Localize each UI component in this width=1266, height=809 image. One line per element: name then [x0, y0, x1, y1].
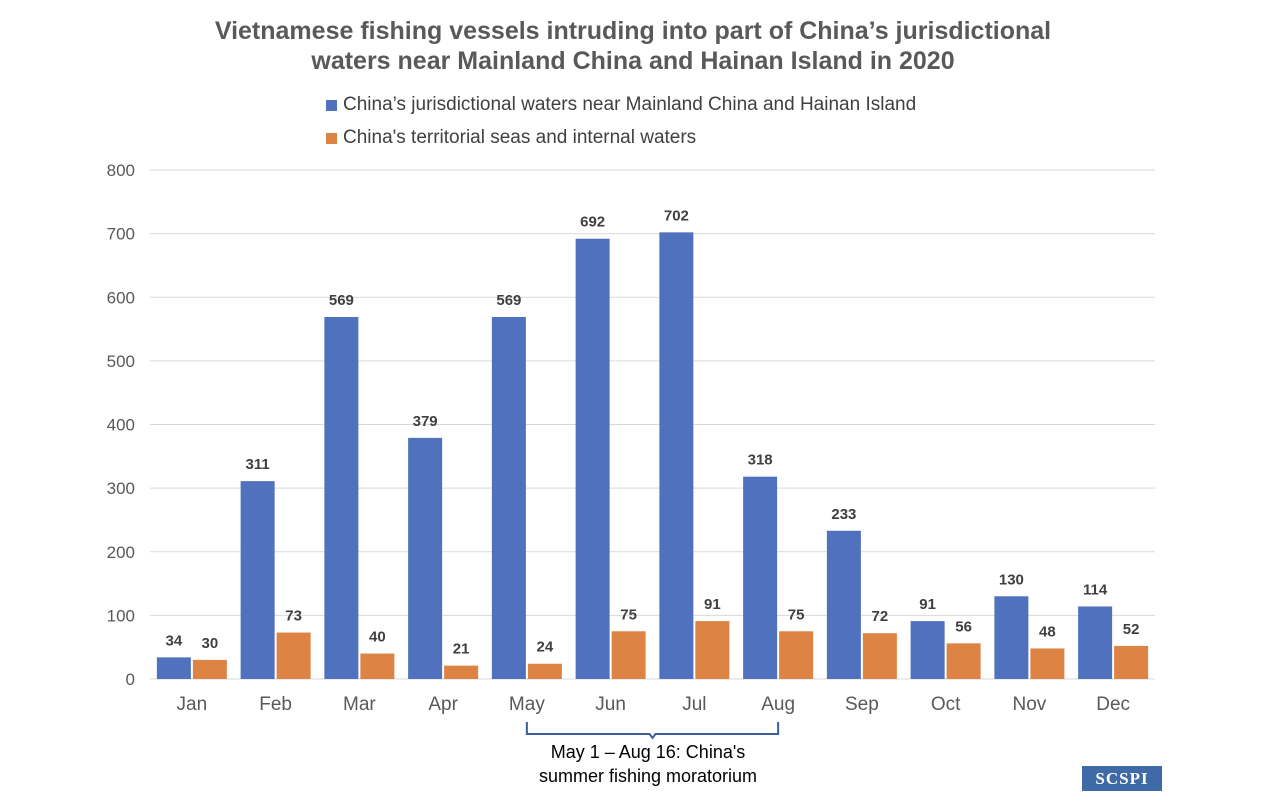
title-line-1: Vietnamese fishing vessels intruding int… [214, 17, 1052, 45]
annotation-line-2: summer fishing moratorium [538, 766, 758, 786]
bar-territorial-jun [611, 631, 646, 679]
chart-title: Vietnamese fishing vessels intruding int… [0, 16, 1266, 76]
data-label-jurisdictional-sep: 233 [831, 506, 856, 523]
bar-jurisdictional-jan [156, 657, 191, 679]
y-tick-label-700: 700 [107, 225, 135, 244]
data-label-territorial-mar: 40 [369, 629, 386, 646]
data-label-jurisdictional-feb: 311 [246, 456, 270, 473]
legend-entry-territorial: China's territorial seas and internal wa… [326, 127, 696, 149]
legend-swatch-orange [326, 132, 337, 144]
data-label-jurisdictional-dec: 114 [1083, 581, 1108, 598]
x-tick-label-jul: Jul [682, 694, 706, 715]
x-tick-label-mar: Mar [343, 694, 376, 715]
y-tick-label-500: 500 [107, 352, 135, 371]
bar-territorial-sep [862, 633, 897, 679]
x-tick-label-jan: Jan [177, 694, 208, 715]
data-label-jurisdictional-oct: 91 [919, 596, 936, 613]
y-tick-label-0: 0 [126, 670, 135, 689]
x-tick-label-aug: Aug [761, 694, 795, 715]
data-label-jurisdictional-mar: 569 [329, 292, 354, 309]
bar-jurisdictional-feb [240, 481, 275, 679]
bar-jurisdictional-apr [408, 437, 443, 679]
bar-jurisdictional-oct [910, 621, 945, 679]
bar-jurisdictional-mar [324, 316, 359, 679]
bar-territorial-oct [946, 643, 981, 679]
data-label-territorial-may: 24 [537, 639, 554, 656]
bar-territorial-aug [779, 631, 814, 679]
data-label-territorial-aug: 75 [788, 606, 805, 623]
y-tick-label-400: 400 [107, 416, 135, 435]
bar-territorial-may [527, 663, 562, 679]
moratorium-bracket [525, 722, 780, 740]
x-tick-label-oct: Oct [931, 694, 961, 715]
legend-label-territorial: China's territorial seas and internal wa… [343, 127, 697, 148]
x-tick-label-jun: Jun [595, 694, 626, 715]
bar-territorial-nov [1030, 648, 1065, 679]
moratorium-annotation: May 1 – Aug 16: China's summer fishing m… [500, 740, 796, 788]
data-label-territorial-jul: 91 [704, 596, 721, 613]
legend-label-jurisdictional: China’s jurisdictional waters near Mainl… [343, 94, 917, 115]
x-tick-label-feb: Feb [259, 694, 292, 715]
bar-jurisdictional-dec [1078, 606, 1113, 679]
bar-jurisdictional-sep [826, 530, 861, 679]
data-label-jurisdictional-jan: 34 [166, 632, 183, 649]
y-tick-label-600: 600 [107, 288, 135, 307]
x-tick-label-sep: Sep [845, 694, 879, 715]
data-label-jurisdictional-nov: 130 [999, 571, 1024, 588]
data-label-territorial-oct: 56 [955, 618, 972, 635]
data-label-territorial-jun: 75 [620, 606, 637, 623]
data-label-territorial-jan: 30 [202, 635, 219, 652]
bar-territorial-apr [444, 665, 479, 679]
data-label-territorial-feb: 73 [285, 608, 302, 625]
data-label-jurisdictional-jun: 692 [580, 214, 605, 231]
bar-jurisdictional-nov [994, 596, 1029, 679]
data-label-territorial-nov: 48 [1039, 623, 1056, 640]
bar-jurisdictional-jun [575, 238, 610, 679]
x-tick-label-nov: Nov [1012, 694, 1046, 715]
bar-territorial-jul [695, 621, 730, 679]
bar-jurisdictional-may [491, 316, 526, 679]
scspi-logo: SCSPI [1082, 766, 1162, 791]
bar-territorial-dec [1114, 645, 1149, 679]
data-label-jurisdictional-may: 569 [496, 292, 521, 309]
y-tick-label-200: 200 [107, 543, 135, 562]
data-label-jurisdictional-apr: 379 [413, 413, 438, 430]
x-tick-label-may: May [509, 694, 545, 715]
x-tick-label-dec: Dec [1096, 694, 1130, 715]
bar-territorial-feb [276, 632, 311, 679]
title-line-2: waters near Mainland China and Hainan Is… [311, 47, 955, 75]
bar-territorial-mar [360, 653, 395, 679]
data-label-jurisdictional-aug: 318 [748, 452, 773, 469]
bar-territorial-jan [192, 659, 227, 679]
annotation-line-1: May 1 – Aug 16: China's [550, 742, 746, 762]
data-label-territorial-apr: 21 [453, 641, 470, 658]
x-tick-label-apr: Apr [428, 694, 458, 715]
y-tick-label-800: 800 [107, 161, 135, 180]
data-label-territorial-dec: 52 [1123, 621, 1140, 638]
data-label-territorial-sep: 72 [872, 608, 889, 625]
bar-jurisdictional-aug [743, 476, 778, 679]
bar-jurisdictional-jul [659, 232, 694, 680]
legend-entry-jurisdictional: China’s jurisdictional waters near Mainl… [326, 94, 916, 116]
legend-swatch-blue [326, 99, 337, 111]
y-tick-label-100: 100 [107, 606, 135, 625]
data-label-jurisdictional-jul: 702 [664, 207, 689, 224]
y-tick-label-300: 300 [107, 479, 135, 498]
